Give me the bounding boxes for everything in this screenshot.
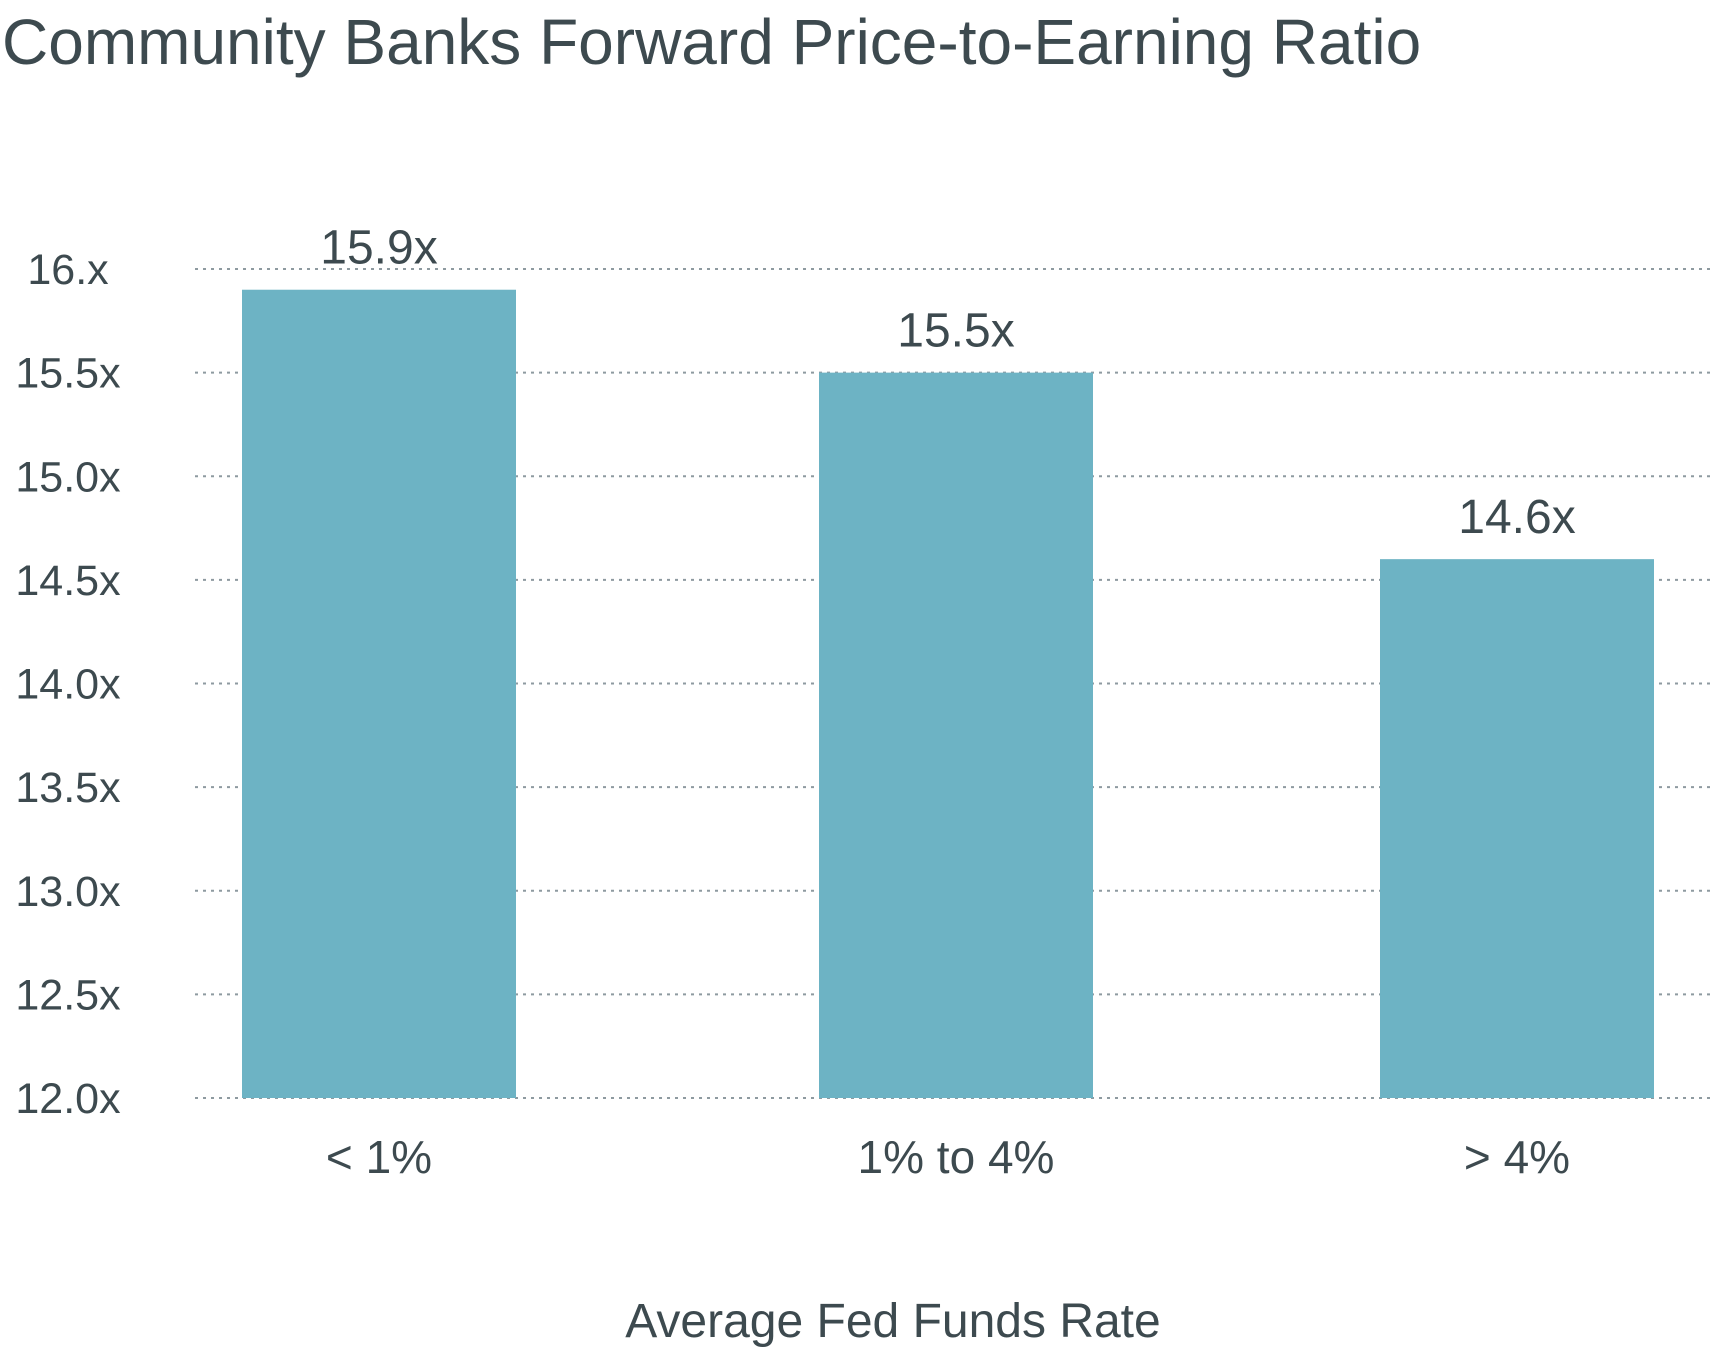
data-labels: 15.9x 15.5x 14.6x xyxy=(320,222,1575,544)
bar xyxy=(819,372,1093,1098)
y-tick-label: 13.0x xyxy=(15,868,121,916)
y-tick-label: 14.5x xyxy=(15,557,121,605)
bar xyxy=(1380,559,1654,1098)
x-category-label: < 1% xyxy=(326,1131,432,1183)
y-tick-label: 15.5x xyxy=(15,350,121,398)
y-axis-ticks: 12.0x 12.5x 13.0x 13.5x 14.0x 14.5x 15.0x 15.5x… xyxy=(15,246,121,1123)
bar-value-label: 15.9x xyxy=(320,222,437,275)
x-axis-categories: < 1% 1% to 4% > 4% xyxy=(326,1131,1570,1183)
bar-value-label: 14.6x xyxy=(1458,491,1575,544)
bars xyxy=(242,289,1654,1099)
y-tick-label: 14.0x xyxy=(15,661,121,709)
y-tick-label: 12.0x xyxy=(15,1075,121,1123)
chart-title: Community Banks Forward Price-to-Earning… xyxy=(2,6,1422,78)
x-axis-title: Average Fed Funds Rate xyxy=(625,1295,1160,1348)
bar xyxy=(242,289,516,1099)
y-tick-label: 13.5x xyxy=(15,764,121,812)
x-category-label: 1% to 4% xyxy=(858,1131,1055,1183)
y-tick-label: 16.x xyxy=(27,246,109,294)
x-category-label: > 4% xyxy=(1464,1131,1570,1183)
y-tick-label: 12.5x xyxy=(15,971,121,1019)
bar-value-label: 15.5x xyxy=(897,305,1014,358)
y-tick-label: 15.0x xyxy=(15,453,121,501)
